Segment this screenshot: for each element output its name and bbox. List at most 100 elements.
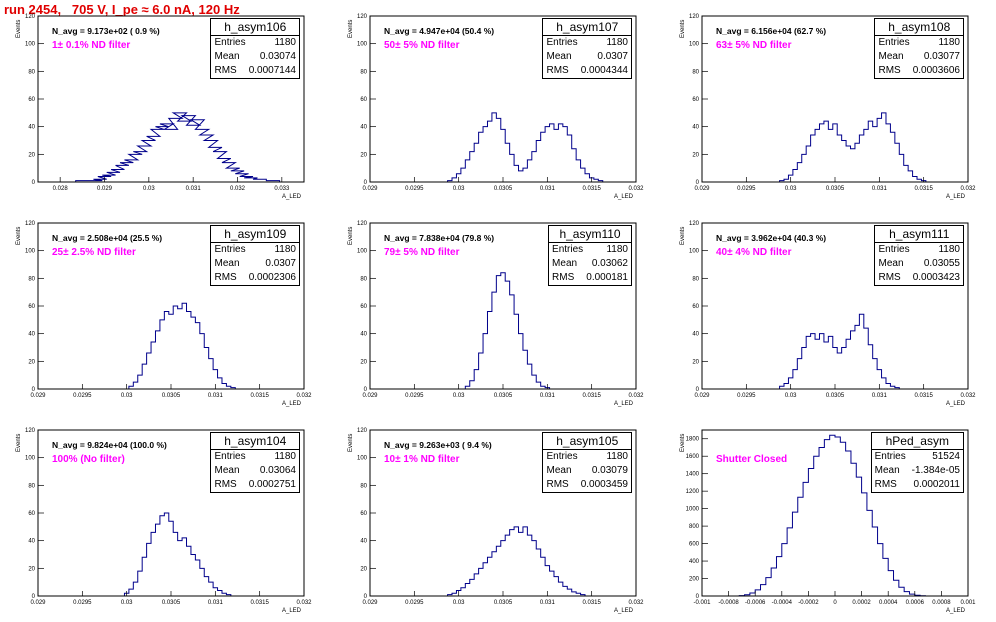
histogram-svg: 0 20 40 60 80 100 120 0.029 0.0295 0.03 0.0305 0.03… <box>357 221 644 399</box>
x-tick-label: 0.0295 <box>73 600 92 606</box>
y-axis-title: Events <box>348 433 354 452</box>
histogram-bin <box>470 152 474 182</box>
x-tick-label: 0.032 <box>960 186 976 192</box>
y-tick-label: 120 <box>25 428 36 434</box>
stats-value: 0.0307 <box>265 258 296 269</box>
x-tick-label: 0.03 <box>453 393 465 399</box>
stats-box: hPed_asym Entries 51524 Mean -1.384e-05 RMS 0.… <box>870 432 964 493</box>
stats-row: Entries 1180 <box>211 450 299 464</box>
filter-label: 25± 2.5% ND filter <box>52 247 136 258</box>
histogram-panel-h_asym108: 0 20 40 60 80 100 120 0.029 0.0295 0.03 0.0305 0.03… <box>664 0 996 207</box>
stats-key: Entries <box>874 451 906 462</box>
stats-value: 0.03077 <box>923 51 960 62</box>
histogram-bin <box>797 359 801 389</box>
histogram-bin <box>474 574 478 596</box>
y-tick-label: 80 <box>360 276 367 282</box>
histogram-bin <box>178 541 182 596</box>
histogram-bin <box>913 176 917 182</box>
histogram-series <box>447 526 586 596</box>
histogram-bin <box>567 589 571 596</box>
histogram-bin <box>868 121 872 182</box>
stats-key: Mean <box>546 465 572 476</box>
histogram-bin <box>501 129 505 182</box>
histogram-bin <box>808 468 813 596</box>
histogram-bin <box>160 320 164 389</box>
histogram-bin <box>133 582 137 596</box>
y-axis-title: Events <box>16 19 22 38</box>
filter-label: 79± 5% ND filter <box>384 247 460 258</box>
histogram-bin <box>828 336 832 389</box>
histogram-bin <box>572 592 576 596</box>
y-tick-label: 60 <box>692 97 699 103</box>
stats-box: h_asym109 Entries 1180 Mean 0.0307 RMS 0.00023… <box>210 225 300 286</box>
histogram-bin <box>461 168 465 182</box>
stats-key: RMS <box>214 272 237 283</box>
histogram-bin <box>519 171 523 182</box>
histogram-bin <box>465 160 469 182</box>
histogram-bin <box>182 303 186 389</box>
histogram-bin <box>862 493 867 596</box>
y-tick-label: 40 <box>360 539 367 545</box>
histogram-bin <box>842 141 846 183</box>
histogram-bin <box>867 510 872 596</box>
y-tick-label: 120 <box>25 221 36 227</box>
y-tick-label: 100 <box>25 42 36 48</box>
histogram-bin <box>888 571 893 596</box>
histogram-bin <box>846 339 850 389</box>
histogram-bin <box>859 135 863 182</box>
x-tick-label: 0.032 <box>230 186 246 192</box>
histogram-bin <box>819 447 824 596</box>
stats-key: Entries <box>546 451 578 462</box>
histogram-series <box>447 112 604 182</box>
histogram-name: h_asym110 <box>549 226 631 243</box>
histogram-bin <box>883 558 888 596</box>
histogram-bin <box>837 353 841 389</box>
histogram-bin <box>782 544 787 596</box>
x-tick-label: 0.031 <box>186 186 202 192</box>
histogram-bin <box>787 528 792 596</box>
navg-label: N_avg = 6.156e+04 (62.7 %) <box>716 26 827 36</box>
histogram-name: h_asym105 <box>543 433 631 450</box>
histogram-bin <box>815 339 819 389</box>
stats-value: 0.0003423 <box>912 272 960 283</box>
stats-value: 0.03074 <box>259 51 296 62</box>
histogram-bin <box>479 353 483 389</box>
filter-label: 40± 4% ND filter <box>716 247 792 258</box>
histogram-bin <box>899 154 903 182</box>
histogram-bin <box>470 381 474 389</box>
stats-row: Mean 0.03074 <box>211 50 299 64</box>
histogram-panel-h_asym104: 0 20 40 60 80 100 120 0.029 0.0295 0.03 0.0305 0.03… <box>0 414 332 621</box>
y-tick-label: 20 <box>28 359 35 365</box>
x-tick-label: 0.001 <box>960 600 976 606</box>
x-tick-label: 0.031 <box>540 186 556 192</box>
histogram-bin <box>173 306 177 389</box>
x-tick-label: 0.031 <box>540 393 556 399</box>
x-tick-label: 0.0315 <box>250 600 269 606</box>
histogram-bin <box>899 587 904 596</box>
histogram-panel-h_asym107: 0 20 40 60 80 100 120 0.029 0.0295 0.03 0.0305 0.03… <box>332 0 664 207</box>
stats-row: Mean 0.03064 <box>211 464 299 478</box>
histogram-bin <box>802 154 806 182</box>
y-tick-label: 20 <box>692 152 699 158</box>
y-tick-label: 40 <box>28 125 35 131</box>
histogram-bin <box>532 375 536 389</box>
histogram-bin <box>470 579 474 596</box>
stats-row: RMS 0.0002011 <box>872 478 963 492</box>
x-tick-label: 0.029 <box>362 393 378 399</box>
histogram-bin <box>510 295 514 389</box>
x-tick-label: 0.0295 <box>405 600 424 606</box>
x-tick-label: 0.029 <box>30 393 46 399</box>
x-tick-label: 0.031 <box>540 600 556 606</box>
stats-key: RMS <box>878 65 901 76</box>
y-tick-label: 400 <box>689 559 700 565</box>
histogram-bin <box>487 557 491 596</box>
histogram-bin <box>824 121 828 182</box>
stats-value: 0.000181 <box>586 272 628 283</box>
x-tick-label: 0.03 <box>143 186 155 192</box>
x-tick-label: 0.031 <box>208 600 224 606</box>
histogram-bin <box>155 331 159 389</box>
histogram-series <box>128 302 236 389</box>
x-tick-label: 0.03 <box>121 600 133 606</box>
histogram-bin <box>855 143 859 182</box>
histogram-bin <box>501 541 505 596</box>
